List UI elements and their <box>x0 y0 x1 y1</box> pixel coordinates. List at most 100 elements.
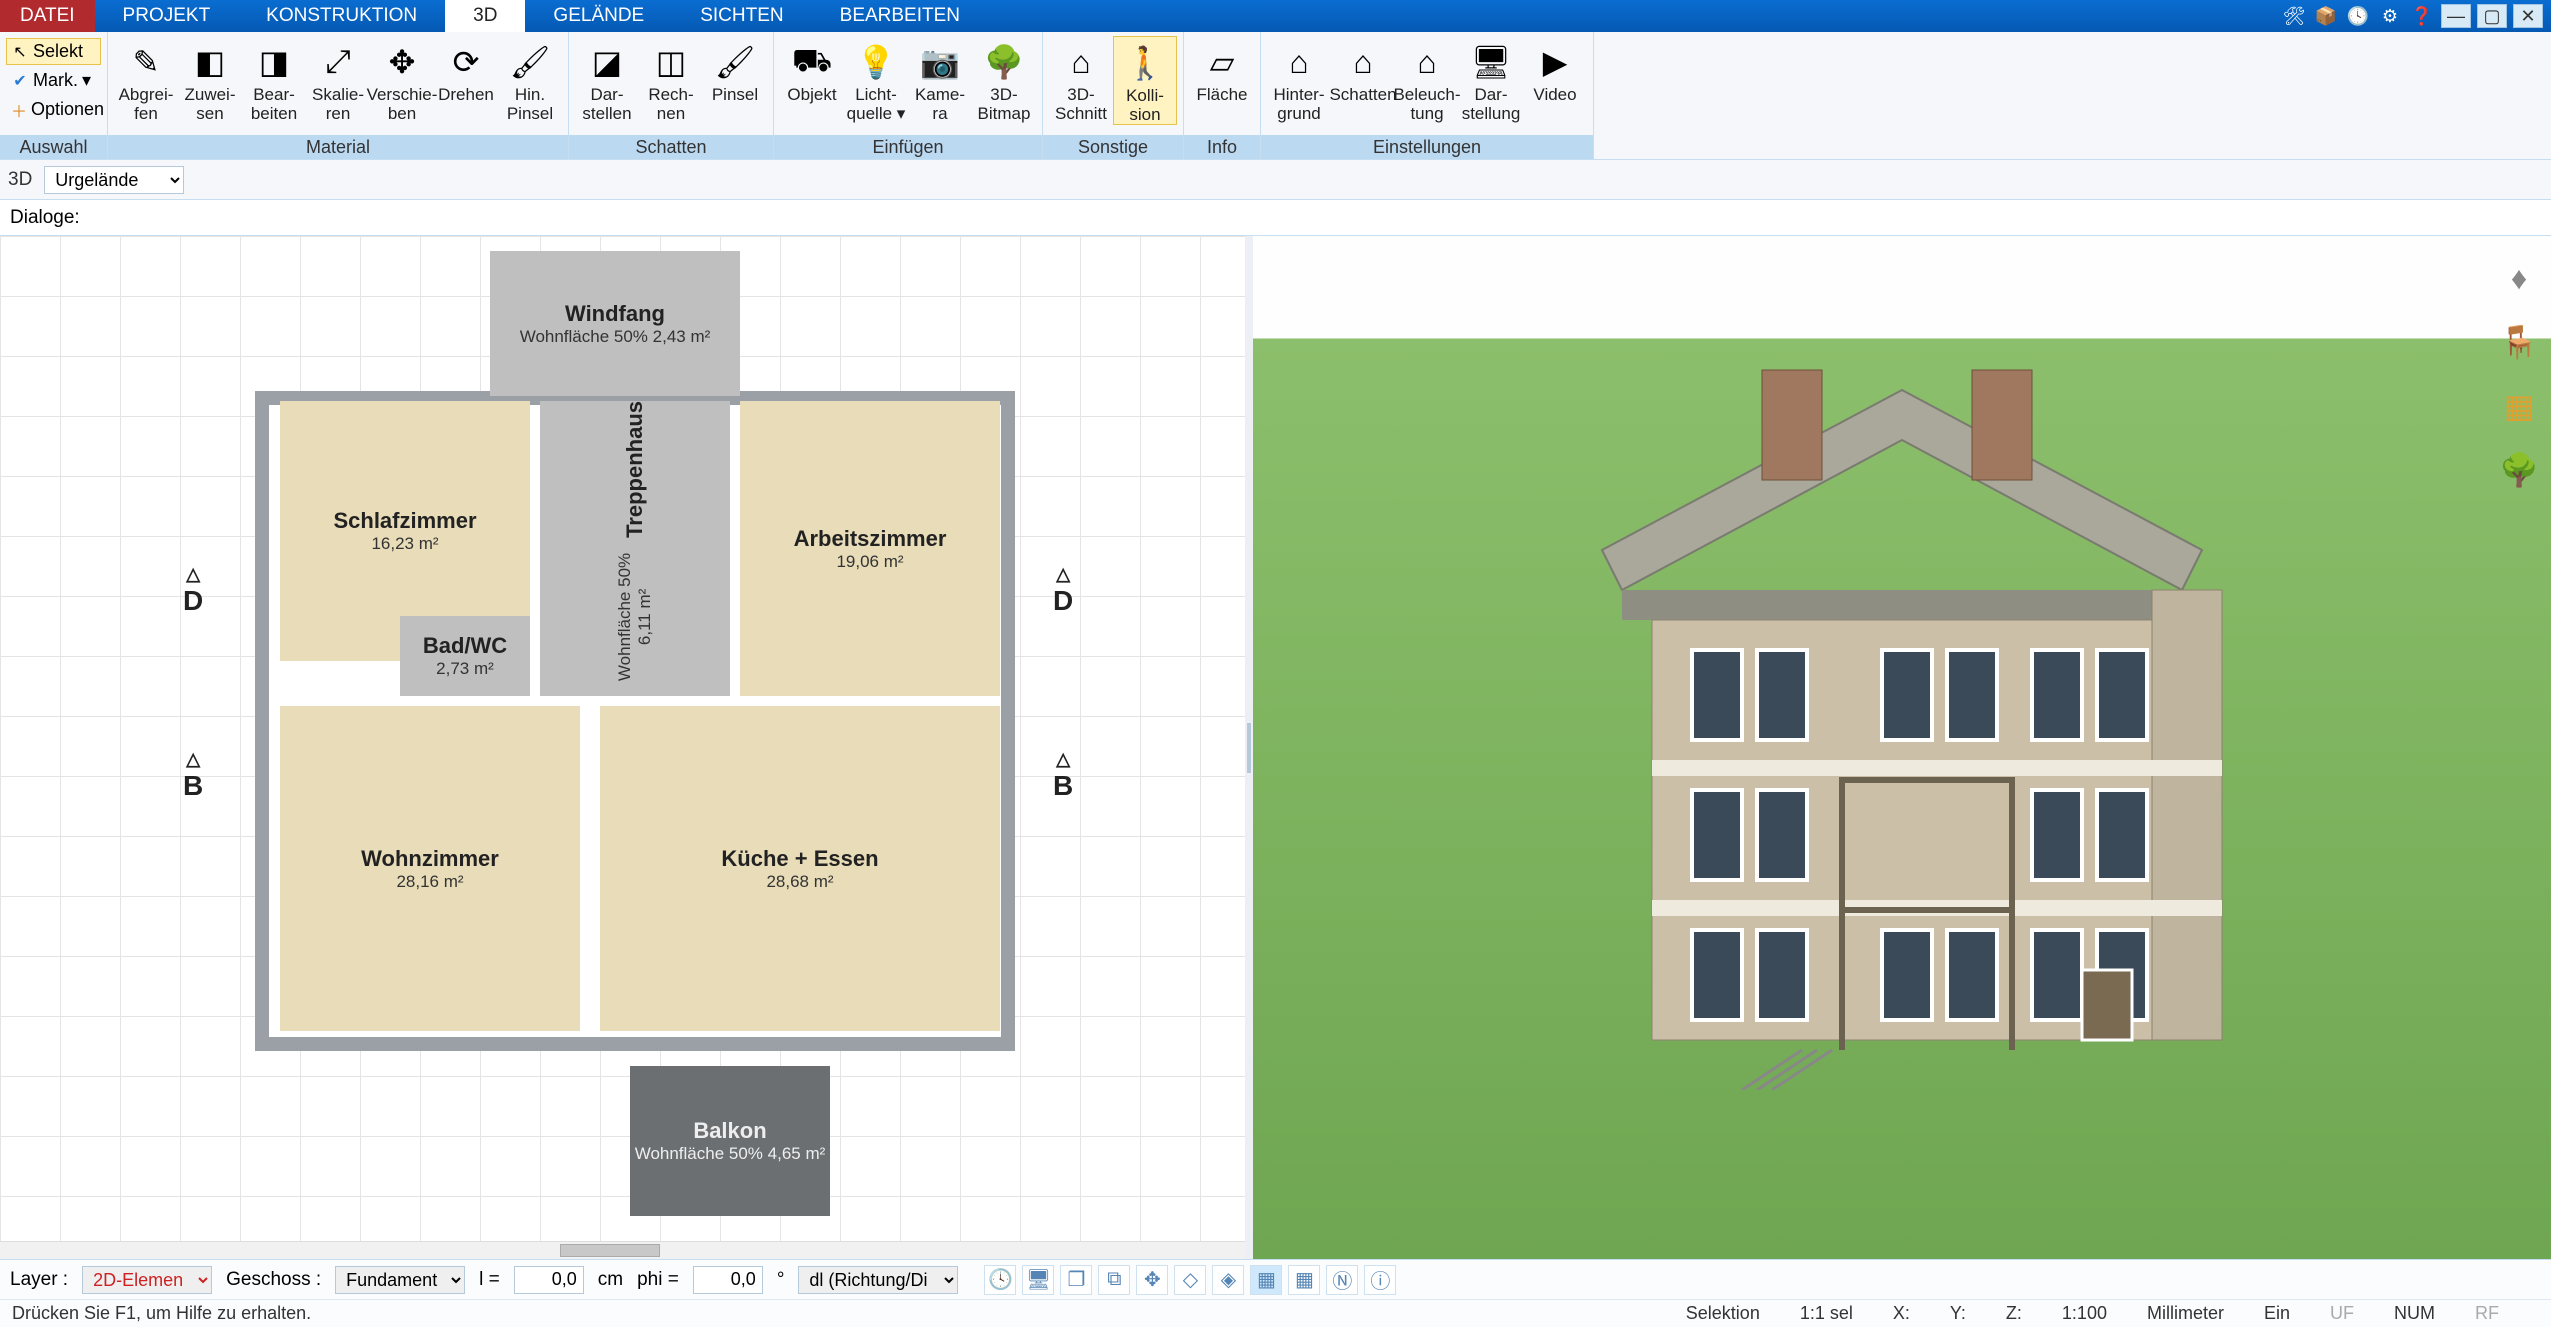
package-icon[interactable]: 📦 <box>2313 3 2339 29</box>
menu-file[interactable]: DATEI <box>0 0 95 32</box>
tool-label: Dar- stellen <box>582 86 631 123</box>
menu-projekt[interactable]: PROJEKT <box>95 0 239 32</box>
terrain-combo[interactable]: Urgelände <box>44 166 184 194</box>
tool-beleuchtung[interactable]: ⌂Beleuch- tung <box>1395 36 1459 123</box>
view-2d[interactable]: WindfangWohnfläche 50% 2,43 m²Schlafzimm… <box>0 236 1245 1259</box>
flche-icon: ▱ <box>1200 40 1244 84</box>
tool-label: Abgrei- fen <box>119 86 174 123</box>
snap-icon[interactable]: ◇ <box>1174 1265 1206 1295</box>
window-minimize[interactable]: — <box>2441 4 2471 28</box>
tool-abgreifen[interactable]: ✎Abgrei- fen <box>114 36 178 123</box>
grid-soft-icon[interactable]: ▦ <box>1250 1265 1282 1295</box>
ribbon-group-einstellungen: ⌂Hinter- grund⌂Schatten⌂Beleuch- tung🖥Da… <box>1261 32 1594 159</box>
north-icon[interactable]: Ⓝ <box>1326 1265 1358 1295</box>
view-splitter[interactable] <box>1245 236 1253 1259</box>
bearbeiten-icon: ◨ <box>252 40 296 84</box>
ribbon-group-info: ▱Fläche Info <box>1184 32 1261 159</box>
floor-select[interactable]: Fundament <box>335 1266 465 1294</box>
tool-schatten[interactable]: ⌂Schatten <box>1331 36 1395 105</box>
horizontal-scrollbar[interactable] <box>0 1241 1245 1259</box>
room-area: 2,73 m² <box>436 659 494 679</box>
tool-label: Kame- ra <box>915 86 965 123</box>
furniture-icon[interactable]: 🪑 <box>2497 320 2541 364</box>
tool-kamera[interactable]: 📷Kame- ra <box>908 36 972 123</box>
window-maximize[interactable]: ▢ <box>2477 4 2507 28</box>
verschieben-icon: ✥ <box>380 40 424 84</box>
clock-icon[interactable]: 🕓 <box>984 1265 1016 1295</box>
menu-konstruktion[interactable]: KONSTRUKTION <box>238 0 445 32</box>
mark-button[interactable]: ✔Mark. ▾ <box>6 67 101 94</box>
tool-objekt[interactable]: ⛟Objekt <box>780 36 844 105</box>
select-button[interactable]: ↖Selekt <box>6 38 101 65</box>
tree-icon[interactable]: 🌳 <box>2497 448 2541 492</box>
tool-pinsel[interactable]: 🖌Pinsel <box>703 36 767 105</box>
tool-dbitmap[interactable]: 🌳3D- Bitmap <box>972 36 1036 123</box>
layers-icon[interactable]: ♦ <box>2497 256 2541 300</box>
copy-icon[interactable]: ⧉ <box>1098 1265 1130 1295</box>
layer-select[interactable]: 2D-Elemen <box>82 1266 212 1294</box>
menu-3d[interactable]: 3D <box>445 0 525 32</box>
tool-skalieren[interactable]: ⤢Skalie- ren <box>306 36 370 123</box>
tool-flche[interactable]: ▱Fläche <box>1190 36 1254 105</box>
monitor-icon[interactable]: 🖥 <box>1022 1265 1054 1295</box>
room-windfang[interactable]: WindfangWohnfläche 50% 2,43 m² <box>490 251 740 396</box>
section-mark-b: △B <box>1053 791 1073 802</box>
status-scale-sel: 1:1 sel <box>1800 1303 1853 1324</box>
move-icon[interactable]: ✥ <box>1136 1265 1168 1295</box>
tool-hintergrund[interactable]: ⌂Hinter- grund <box>1267 36 1331 123</box>
tool-verschieben[interactable]: ✥Verschie- ben <box>370 36 434 123</box>
skalieren-icon: ⤢ <box>316 40 360 84</box>
stack-icon[interactable]: ❐ <box>1060 1265 1092 1295</box>
tool-rechnen[interactable]: ◫Rech- nen <box>639 36 703 123</box>
tool-label: Bear- beiten <box>251 86 297 123</box>
tool-lichtquelle[interactable]: 💡Licht- quelle ▾ <box>844 36 908 123</box>
room-area: 19,06 m² <box>836 552 903 572</box>
tool-kollision[interactable]: 🚶Kolli- sion <box>1113 36 1177 125</box>
tool-darstellen[interactable]: ◪Dar- stellen <box>575 36 639 123</box>
view-selector-bar: 3D Urgelände <box>0 160 2551 200</box>
room-kcheessen[interactable]: Küche + Essen28,68 m² <box>600 706 1000 1031</box>
tool-label: 3D- Schnitt <box>1055 86 1107 123</box>
info-icon[interactable]: ⓘ <box>1364 1265 1396 1295</box>
palette-icon[interactable]: ▦ <box>2497 384 2541 428</box>
lichtquelle-icon: 💡 <box>854 40 898 84</box>
room-badwc[interactable]: Bad/WC2,73 m² <box>400 616 530 696</box>
view-3d[interactable]: ♦ 🪑 ▦ 🌳 <box>1253 236 2551 1259</box>
room-name: Windfang <box>565 301 665 327</box>
room-wohnzimmer[interactable]: Wohnzimmer28,16 m² <box>280 706 580 1031</box>
window-close[interactable]: ✕ <box>2513 4 2543 28</box>
room-name: Wohnzimmer <box>361 846 499 872</box>
history-icon[interactable]: 🕓 <box>2345 3 2371 29</box>
menu-gelaende[interactable]: GELÄNDE <box>525 0 672 32</box>
room-treppenhaus[interactable]: TreppenhausWohnfläche 50% 6,11 m² <box>540 401 730 696</box>
menu-bar: DATEI PROJEKT KONSTRUKTION 3D GELÄNDE SI… <box>0 0 2551 32</box>
tool-label: 3D- Bitmap <box>978 86 1031 123</box>
tool-zuweisen[interactable]: ◧Zuwei- sen <box>178 36 242 123</box>
layer-toggle-icon[interactable]: ◈ <box>1212 1265 1244 1295</box>
phi-input[interactable] <box>693 1266 763 1294</box>
tool-hinpinsel[interactable]: 🖌Hin. Pinsel <box>498 36 562 123</box>
room-arbeitszimmer[interactable]: Arbeitszimmer19,06 m² <box>740 401 1000 696</box>
tool-dschnitt[interactable]: ⌂3D- Schnitt <box>1049 36 1113 123</box>
menu-bearbeiten[interactable]: BEARBEITEN <box>812 0 988 32</box>
tool-label: Schatten <box>1329 86 1396 105</box>
tool-bearbeiten[interactable]: ◨Bear- beiten <box>242 36 306 123</box>
grid-icon[interactable]: ▦ <box>1288 1265 1320 1295</box>
room-balkon[interactable]: BalkonWohnfläche 50% 4,65 m² <box>630 1066 830 1216</box>
tool-video[interactable]: ▶Video <box>1523 36 1587 105</box>
length-input[interactable] <box>514 1266 584 1294</box>
tool-darstellung[interactable]: 🖥Dar- stellung <box>1459 36 1523 123</box>
help-icon[interactable]: ❓ <box>2409 3 2435 29</box>
house-3d <box>1542 330 2262 1090</box>
unit-deg: ° <box>777 1269 785 1291</box>
menu-sichten[interactable]: SICHTEN <box>672 0 811 32</box>
dialog-bar: Dialoge: <box>0 200 2551 236</box>
status-print-scale: 1:100 <box>2062 1303 2107 1324</box>
tool-label: Beleuch- tung <box>1393 86 1460 123</box>
settings-icon[interactable]: ⚙ <box>2377 3 2403 29</box>
options-button[interactable]: ＋Optionen <box>6 96 101 123</box>
direction-select[interactable]: dl (Richtung/Di <box>798 1266 958 1294</box>
tool-drehen[interactable]: ⟳Drehen <box>434 36 498 105</box>
group-label-auswahl: Auswahl <box>0 135 107 159</box>
tools-icon[interactable]: 🛠 <box>2281 3 2307 29</box>
